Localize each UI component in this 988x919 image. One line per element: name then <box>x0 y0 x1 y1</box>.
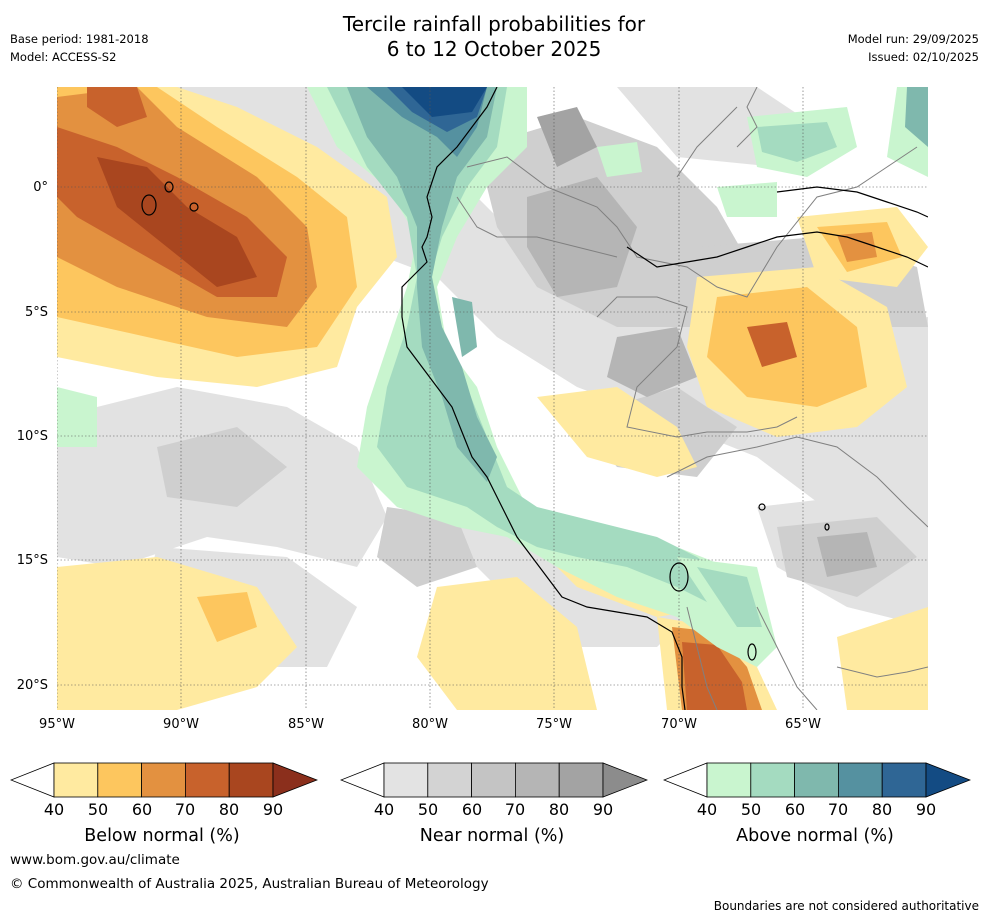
title-line-2: 6 to 12 October 2025 <box>386 37 602 61</box>
model-run: Model run: 29/09/2025 <box>847 32 979 46</box>
legend-swatch <box>141 762 186 798</box>
legend-tick: 90 <box>915 800 937 819</box>
footer-website-link[interactable]: www.bom.gov.au/climate <box>10 852 180 868</box>
lat-tick-15s: 15°S <box>16 553 48 568</box>
near-normal-dark <box>527 177 877 577</box>
legend-swatch <box>97 762 143 798</box>
lon-tick-95w: 95°W <box>39 717 75 732</box>
legend-swatch <box>184 762 230 798</box>
legend-swatch <box>558 762 604 798</box>
page-title: Tercile rainfall probabilities for 6 to … <box>0 12 988 62</box>
legend-tick: 70 <box>174 800 196 819</box>
lon-tick-90w: 90°W <box>163 717 199 732</box>
legend-tick: 50 <box>87 800 109 819</box>
legend-swatch <box>228 762 274 798</box>
legend-swatch-max <box>602 762 648 798</box>
legend-tick: 40 <box>373 800 395 819</box>
legend-tick: 80 <box>218 800 240 819</box>
legend-tick: 90 <box>262 800 284 819</box>
lat-tick-5s: 5°S <box>24 305 48 320</box>
legend-swatch <box>53 762 99 798</box>
legend-swatch-min <box>340 762 385 798</box>
legend-swatch <box>750 762 796 798</box>
legend-swatch <box>427 762 473 798</box>
legend-below-label: Below normal (%) <box>84 826 240 846</box>
lat-tick-10s: 10°S <box>16 429 48 444</box>
legend-tick: 40 <box>696 800 718 819</box>
coastline <box>141 87 928 710</box>
legend-swatch-max <box>272 762 318 798</box>
legend-above-normal <box>663 762 971 798</box>
legend-tick: 70 <box>504 800 526 819</box>
model-name: Model: ACCESS-S2 <box>10 50 117 64</box>
legend-swatch <box>383 762 429 798</box>
base-period: Base period: 1981-2018 <box>10 32 149 46</box>
lat-tick-0: 0° <box>33 180 48 195</box>
footer-copyright: © Commonwealth of Australia 2025, Austra… <box>10 876 489 892</box>
legend-swatch <box>837 762 883 798</box>
lon-tick-75w: 75°W <box>536 717 572 732</box>
footer-disclaimer: Boundaries are not considered authoritat… <box>713 899 979 913</box>
lon-tick-80w: 80°W <box>412 717 448 732</box>
lon-tick-70w: 70°W <box>661 717 697 732</box>
legend-tick: 70 <box>827 800 849 819</box>
issued-date: Issued: 02/10/2025 <box>868 50 979 64</box>
legend-tick: 90 <box>592 800 614 819</box>
legend-tick: 60 <box>784 800 806 819</box>
legend-swatch <box>881 762 927 798</box>
legend-near-label: Near normal (%) <box>419 826 565 846</box>
legend-below-normal <box>10 762 318 798</box>
meta-right: Model run: 29/09/2025 Issued: 02/10/2025 <box>848 30 979 66</box>
lon-tick-85w: 85°W <box>288 717 324 732</box>
legend-swatch <box>794 762 839 798</box>
map-gridlines <box>57 87 928 710</box>
legend-swatch <box>706 762 752 798</box>
legend-above-label: Above normal (%) <box>736 826 894 846</box>
legend-near-normal <box>340 762 648 798</box>
meta-left: Base period: 1981-2018 Model: ACCESS-S2 <box>10 30 149 66</box>
country-borders <box>456 87 928 710</box>
legend-tick: 80 <box>548 800 570 819</box>
rainfall-map <box>57 87 928 710</box>
lon-tick-65w: 65°W <box>785 717 821 732</box>
lat-tick-20s: 20°S <box>16 678 48 693</box>
legend-swatch-min <box>10 762 55 798</box>
legend-tick: 50 <box>417 800 439 819</box>
near-normal-darkest <box>537 107 597 167</box>
legend-swatch <box>514 762 560 798</box>
legend-tick: 40 <box>43 800 65 819</box>
legend-tick: 50 <box>740 800 762 819</box>
legend-tick: 60 <box>461 800 483 819</box>
legend-tick: 60 <box>131 800 153 819</box>
legend-swatch-max <box>925 762 971 798</box>
legend-tick: 80 <box>871 800 893 819</box>
legend-swatch <box>471 762 516 798</box>
title-line-1: Tercile rainfall probabilities for <box>342 12 646 36</box>
above-normal-regions <box>57 87 928 667</box>
legend-swatch-min <box>663 762 708 798</box>
